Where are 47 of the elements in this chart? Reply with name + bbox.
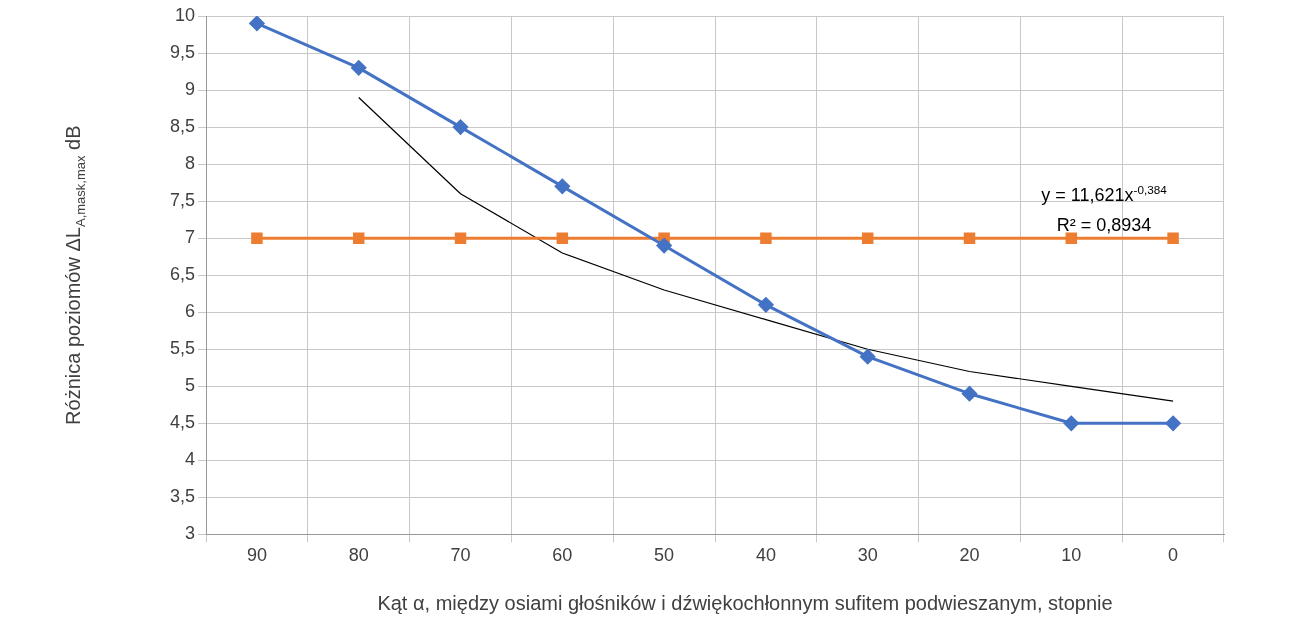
- x-tick-label: 90: [246, 545, 267, 566]
- y-tick-label: 3: [185, 523, 196, 544]
- point: [556, 232, 569, 244]
- point: [760, 232, 772, 244]
- point: [1063, 415, 1079, 431]
- x-axis-title: Kąt α, między osiami głośników i dźwiękochłonnym sufitem podwieszanym, stopnie: [377, 592, 1113, 614]
- y-tick-label: 4,5: [169, 412, 196, 433]
- y-tick-label: 8,5: [169, 116, 196, 137]
- y-tick-label: 9: [185, 79, 196, 100]
- y-tick-label: 10: [174, 4, 196, 25]
- y-tick-label: 5,5: [169, 338, 196, 359]
- point: [1167, 232, 1179, 244]
- point: [453, 119, 469, 135]
- y-tick-label: 3,5: [169, 486, 196, 507]
- x-tick-label: 70: [450, 545, 471, 566]
- y-tick-label: 5: [185, 375, 196, 396]
- x-tick-label: 80: [348, 545, 369, 566]
- y-tick-label: 6: [185, 301, 196, 322]
- x-tick-label: 50: [654, 545, 675, 566]
- point: [249, 16, 265, 31]
- point: [963, 232, 976, 244]
- x-tick-label: 60: [552, 545, 573, 566]
- x-tick-label: 0: [1168, 545, 1179, 566]
- point: [554, 178, 570, 194]
- point: [351, 60, 367, 76]
- x-tick-label: 10: [1061, 545, 1082, 566]
- point: [962, 386, 978, 402]
- y-axis-title: Różnica poziomów ΔLA,mask,max dB: [62, 125, 88, 425]
- y-tick-label: 7,5: [169, 190, 196, 211]
- point: [860, 349, 876, 365]
- y-tick-label: 4: [185, 449, 196, 470]
- point: [1165, 415, 1181, 431]
- x-tick-label: 20: [959, 545, 980, 566]
- point: [352, 232, 365, 244]
- point: [861, 232, 874, 244]
- x-tick-label: 30: [857, 545, 878, 566]
- x-tick-label: 40: [755, 545, 776, 566]
- point: [454, 232, 467, 244]
- y-tick-label: 7: [185, 227, 196, 248]
- y-tick-label: 8: [185, 153, 196, 174]
- point: [758, 297, 774, 313]
- point: [656, 238, 672, 254]
- annotation: R² = 0,8934: [1056, 215, 1152, 235]
- y-tick-label: 6,5: [169, 264, 196, 285]
- y-tick-label: 9,5: [169, 42, 196, 62]
- point: [251, 232, 263, 244]
- point: [1065, 232, 1078, 244]
